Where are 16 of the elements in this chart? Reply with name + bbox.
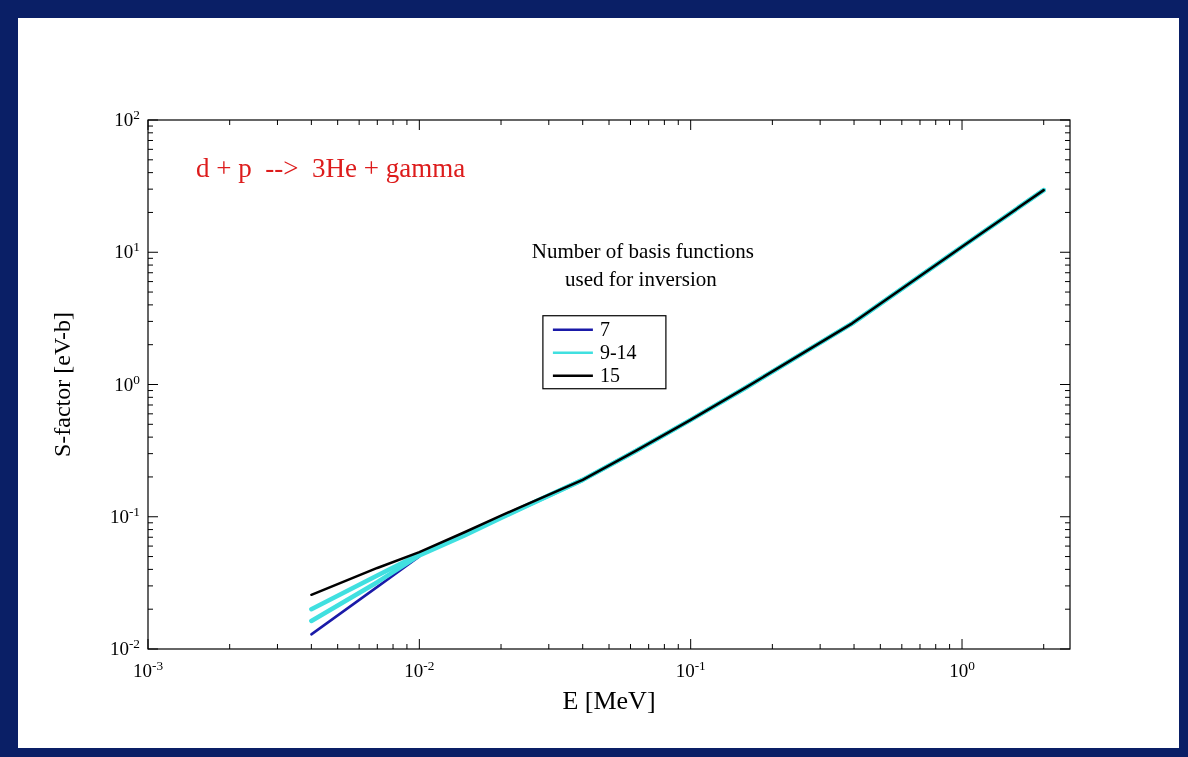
y-tick-label: 10$^{1}$ [114, 238, 140, 263]
legend-label: 9-14 [599, 340, 637, 363]
x-tick-label: 10$^{-3}$ [132, 657, 164, 681]
y-tick-label: 10$^{0}$ [114, 371, 141, 395]
x-tick-label: 10$^{0}$ [949, 657, 976, 681]
legend-label: 15 [599, 363, 620, 386]
x-tick-label: 10$^{-1}$ [675, 657, 706, 681]
y-tick-label: 10$^{-2}$ [109, 635, 140, 659]
y-axis-title: S-factor [eV-b] [49, 311, 75, 458]
y-tick-label: 10$^{2}$ [114, 106, 140, 130]
y-tick-label: 10$^{-1}$ [109, 503, 140, 527]
legend-label: 7 [599, 317, 610, 340]
x-tick-label: 10$^{-2}$ [404, 657, 435, 681]
x-axis-title: E [MeV] [562, 686, 656, 715]
annotation: d + p --> 3He + gamma [196, 153, 466, 183]
legend-title: Number of basis functions used for inversion [531, 238, 755, 291]
